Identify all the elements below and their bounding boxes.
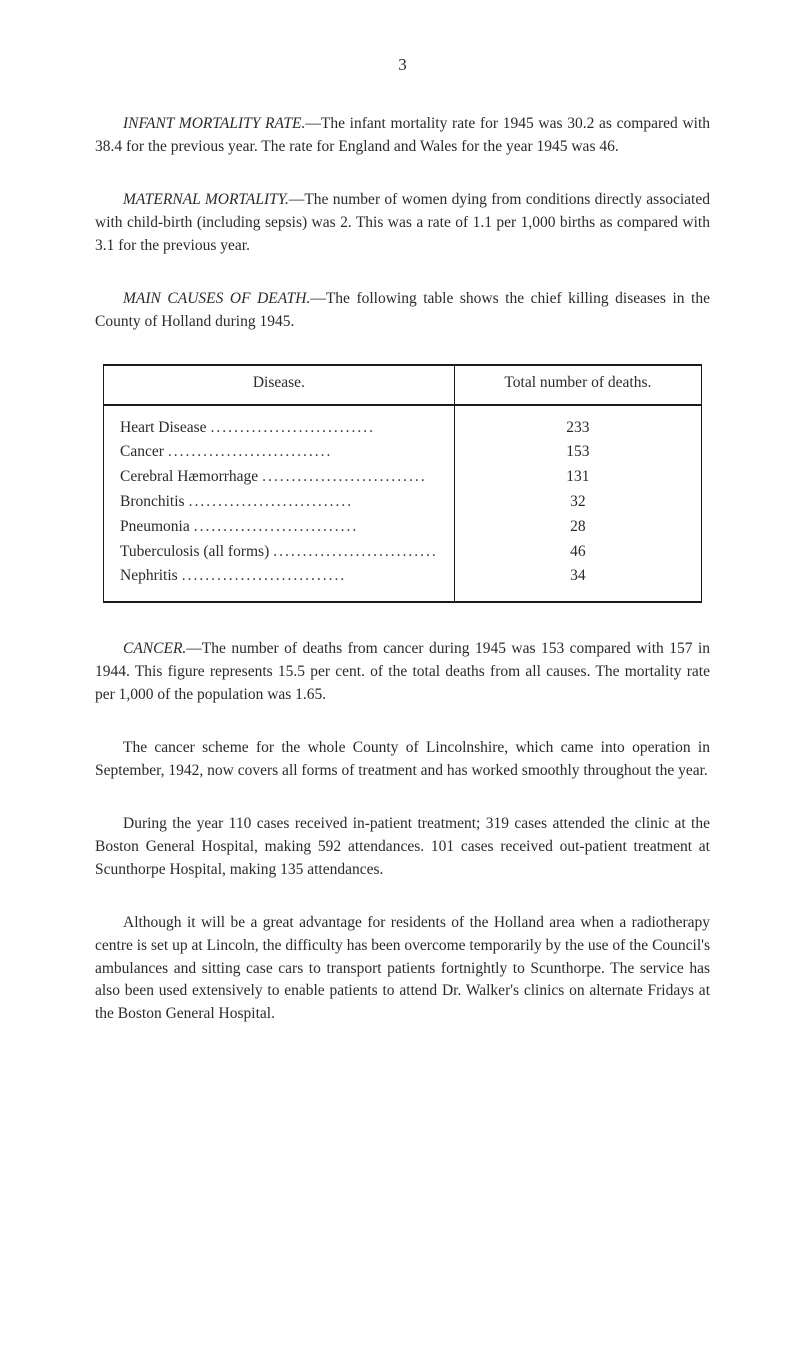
leader-dots: ............................ xyxy=(190,515,438,540)
header-deaths: Total number of deaths. xyxy=(454,365,701,405)
table-row: Tuberculosis (all forms)................… xyxy=(120,540,438,565)
section-lead: MATERNAL MORTALITY. xyxy=(123,191,289,208)
death-count: 34 xyxy=(471,564,685,589)
disease-label: Heart Disease xyxy=(120,416,207,441)
disease-label: Cancer xyxy=(120,440,164,465)
table-body-row: Heart Disease...........................… xyxy=(104,405,702,603)
disease-label: Cerebral Hæmorrhage xyxy=(120,465,258,490)
leader-dots: ............................ xyxy=(185,490,438,515)
table-row: Cerebral Hæmorrhage.....................… xyxy=(120,465,438,490)
paragraph-advantage: Although it will be a great advantage fo… xyxy=(95,912,710,1027)
paragraph-text: The cancer scheme for the whole County o… xyxy=(95,739,710,779)
leader-dots: ............................ xyxy=(269,540,438,565)
paragraph-infant-mortality: INFANT MORTALITY RATE.—The infant mortal… xyxy=(95,113,710,159)
disease-label: Tuberculosis (all forms) xyxy=(120,540,269,565)
paragraph-text: Although it will be a great advantage fo… xyxy=(95,914,710,1023)
disease-label: Pneumonia xyxy=(120,515,190,540)
page-number: 3 xyxy=(95,55,710,75)
table-row: Pneumonia............................ xyxy=(120,515,438,540)
deaths-list-cell: 23315313132284634 xyxy=(454,405,701,603)
paragraph-main-causes: MAIN CAUSES OF DEATH.—The following tabl… xyxy=(95,288,710,334)
section-lead: INFANT MORTALITY RATE. xyxy=(123,115,305,132)
death-count: 153 xyxy=(471,440,685,465)
death-count: 46 xyxy=(471,540,685,565)
death-count: 131 xyxy=(471,465,685,490)
death-count: 32 xyxy=(471,490,685,515)
paragraph-cancer-scheme: The cancer scheme for the whole County o… xyxy=(95,737,710,783)
disease-label: Bronchitis xyxy=(120,490,185,515)
section-lead: CANCER. xyxy=(123,640,186,657)
table-row: Bronchitis............................ xyxy=(120,490,438,515)
table-row: Cancer............................ xyxy=(120,440,438,465)
disease-label: Nephritis xyxy=(120,564,178,589)
leader-dots: ............................ xyxy=(258,465,438,490)
death-count: 233 xyxy=(471,416,685,441)
death-count: 28 xyxy=(471,515,685,540)
leader-dots: ............................ xyxy=(207,416,438,441)
causes-of-death-table: Disease. Total number of deaths. Heart D… xyxy=(103,364,702,604)
section-body: —The number of deaths from cancer during… xyxy=(95,640,710,703)
table-row: Heart Disease...........................… xyxy=(120,416,438,441)
header-disease: Disease. xyxy=(104,365,455,405)
paragraph-cancer: CANCER.—The number of deaths from cancer… xyxy=(95,638,710,707)
section-lead: MAIN CAUSES OF DEATH. xyxy=(123,290,310,307)
table-header-row: Disease. Total number of deaths. xyxy=(104,365,702,405)
leader-dots: ............................ xyxy=(164,440,438,465)
table-row: Nephritis............................ xyxy=(120,564,438,589)
paragraph-text: During the year 110 cases received in-pa… xyxy=(95,815,710,878)
paragraph-maternal-mortality: MATERNAL MORTALITY.—The number of women … xyxy=(95,189,710,258)
disease-list-cell: Heart Disease...........................… xyxy=(104,405,455,603)
leader-dots: ............................ xyxy=(178,564,438,589)
document-page: 3 INFANT MORTALITY RATE.—The infant mort… xyxy=(0,0,800,1364)
paragraph-year-cases: During the year 110 cases received in-pa… xyxy=(95,813,710,882)
